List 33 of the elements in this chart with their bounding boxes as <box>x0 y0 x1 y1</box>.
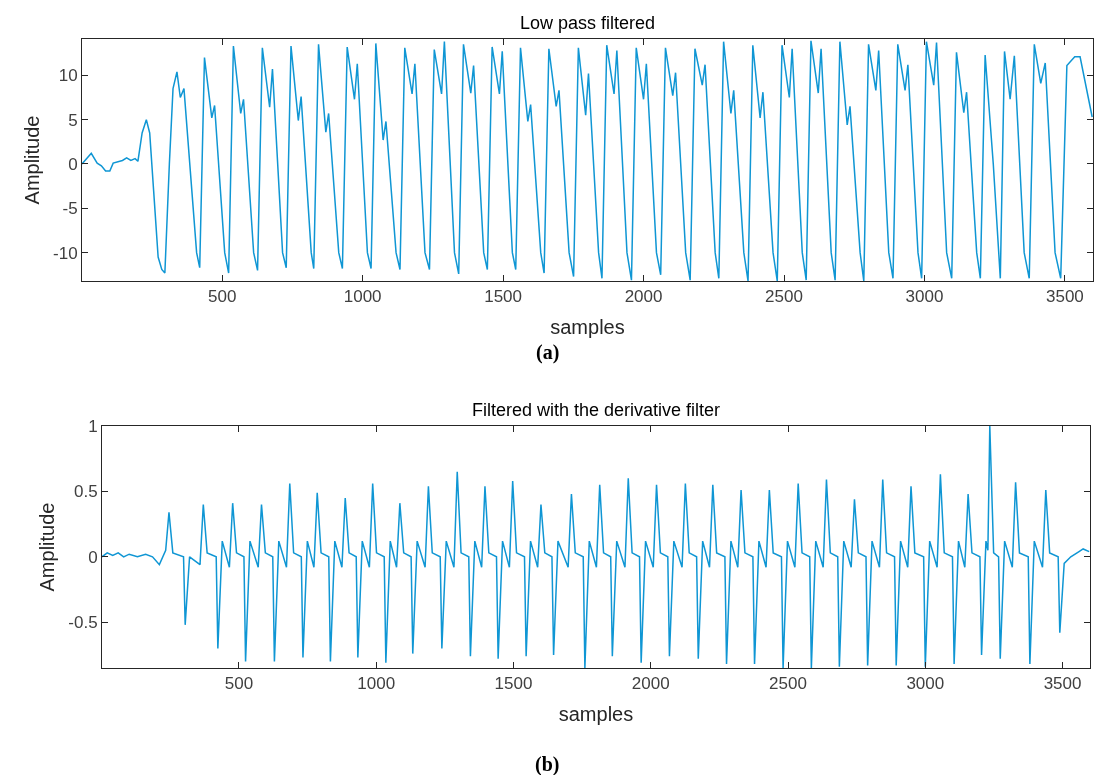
line-series <box>102 426 1090 668</box>
x-tick-label: 3000 <box>905 287 944 307</box>
x-tick-label: 1500 <box>494 674 533 694</box>
y-tick-label: -0.5 <box>68 613 98 633</box>
x-tick-label: 1000 <box>357 674 396 694</box>
x-tick-label: 3500 <box>1046 287 1084 307</box>
x-axis-title: samples <box>558 702 634 725</box>
x-tick-label: 2500 <box>765 287 803 307</box>
y-tick-label: 0 <box>88 547 98 567</box>
x-tick-label: 2000 <box>631 674 670 694</box>
text: (a) <box>536 341 560 364</box>
chart-title: Filtered with the derivative filter <box>472 400 721 420</box>
x-tick-label: 1500 <box>484 287 522 307</box>
y-tick-label: -10 <box>53 243 78 263</box>
y-tick-label: 5 <box>68 110 78 130</box>
x-tick-label: 500 <box>207 287 237 307</box>
y-axis-title: Amplitude <box>35 502 58 592</box>
y-axis-title: Amplitude <box>20 115 43 205</box>
y-tick-label: 0.5 <box>73 482 98 502</box>
x-tick-label: 500 <box>224 674 254 694</box>
x-tick-label: 3500 <box>1043 674 1082 694</box>
x-tick-label: 2500 <box>769 674 807 694</box>
y-tick-label: -5 <box>62 199 78 219</box>
chart-title: Low pass filtered <box>520 13 656 33</box>
line-series <box>82 40 1093 281</box>
y-tick-label: 1 <box>88 416 98 436</box>
x-axis-title: samples <box>550 315 625 338</box>
y-tick-label: 0 <box>68 154 78 174</box>
x-tick-label: 2000 <box>624 287 663 307</box>
x-tick-label: 3000 <box>906 674 945 694</box>
y-tick-label: 10 <box>58 66 78 86</box>
x-tick-label: 1000 <box>343 287 382 307</box>
text: (b) <box>535 753 560 775</box>
